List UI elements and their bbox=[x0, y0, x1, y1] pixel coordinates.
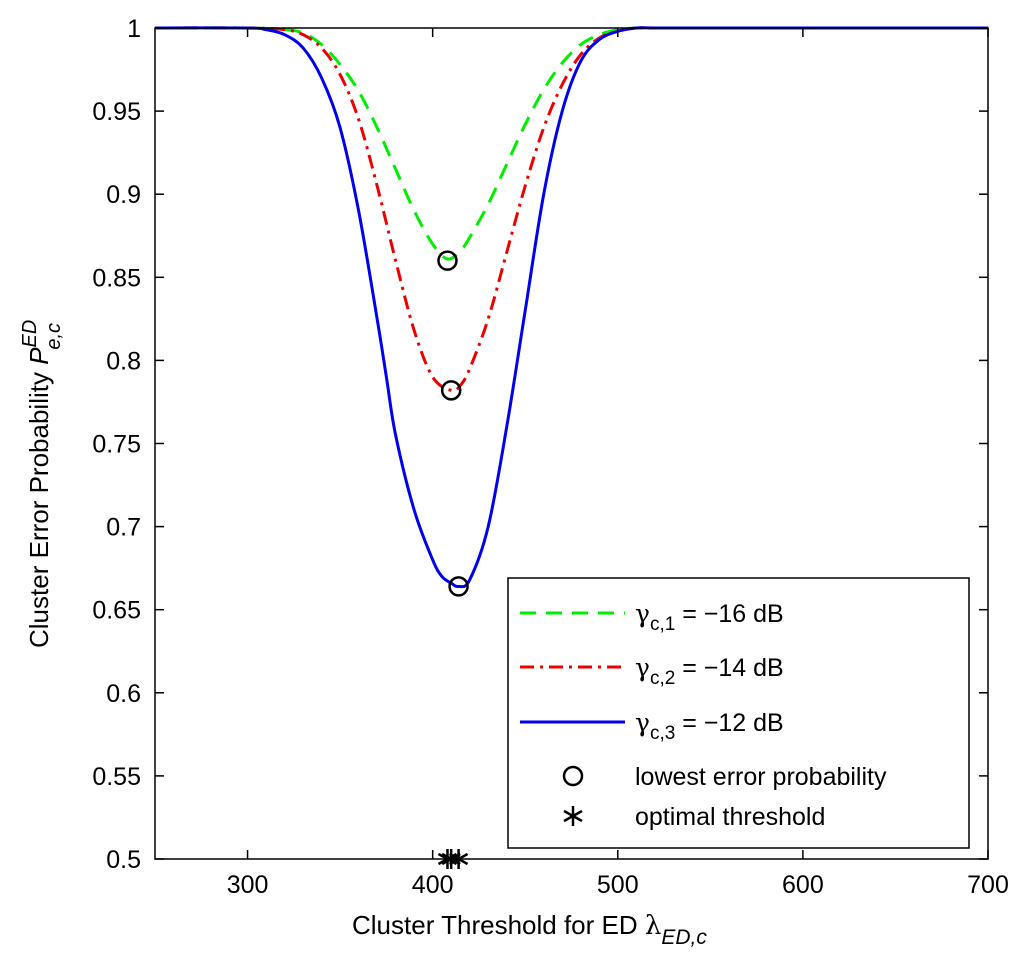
markers bbox=[437, 250, 469, 869]
legend-symbol: γ bbox=[635, 599, 650, 628]
x-tick-label: 600 bbox=[782, 871, 824, 899]
legend-subscript: c,3 bbox=[650, 723, 675, 744]
legend-entry-optimal-threshold: optimal threshold bbox=[635, 803, 825, 831]
legend-subscript: c,1 bbox=[650, 614, 675, 635]
x-tick-label: 700 bbox=[967, 871, 1009, 899]
legend-entry-series-3: γc,3 = −12 dB bbox=[635, 708, 784, 744]
legend-rest: = −12 dB bbox=[675, 709, 783, 737]
y-axis-label-main: Cluster Error Probability bbox=[24, 365, 54, 648]
y-tick-label: 0.6 bbox=[106, 680, 141, 708]
y-tick-label: 0.75 bbox=[92, 431, 141, 459]
series-line-3 bbox=[154, 26, 988, 589]
legend-rest: = −16 dB bbox=[675, 600, 783, 628]
y-tick-label: 0.55 bbox=[92, 763, 141, 791]
lowest-error-marker-3 bbox=[448, 576, 469, 597]
legend-asterisk-marker-icon bbox=[563, 806, 583, 826]
y-axis-label-symbol: P bbox=[24, 347, 54, 365]
y-tick-label: 0.8 bbox=[106, 347, 141, 375]
x-tick-label: 500 bbox=[597, 871, 639, 899]
y-tick-label: 0.9 bbox=[106, 181, 141, 209]
x-axis-label: Cluster Threshold for ED λED,c bbox=[352, 910, 707, 949]
y-axis-label: Cluster Error Probability PED e,c bbox=[19, 320, 65, 648]
legend-symbol: γ bbox=[635, 708, 650, 737]
y-tick-label: 1 bbox=[127, 15, 141, 43]
y-tick-label: 0.7 bbox=[106, 514, 141, 542]
x-axis-label-symbol: λ bbox=[645, 911, 661, 941]
lowest-error-marker-2 bbox=[440, 380, 462, 401]
legend-entry-lowest-error: lowest error probability bbox=[635, 763, 887, 791]
x-axis: 300 400 500 600 700 bbox=[227, 28, 1009, 899]
y-axis-label-subscript: e,c bbox=[43, 323, 65, 350]
y-tick-label: 0.5 bbox=[106, 846, 141, 874]
lowest-error-marker-1 bbox=[437, 250, 458, 271]
legend-entry-series-1: γc,1 = −16 dB bbox=[635, 599, 784, 635]
y-tick-label: 0.65 bbox=[92, 597, 141, 625]
x-axis-label-main: Cluster Threshold for ED bbox=[352, 910, 645, 940]
legend: γc,1 = −16 dB γc,2 = −14 dB γc,3 = −12 d… bbox=[507, 577, 970, 849]
curves bbox=[154, 26, 988, 589]
legend-subscript: c,2 bbox=[650, 668, 675, 689]
legend-entry-series-2: γc,2 = −14 dB bbox=[635, 653, 784, 689]
x-tick-label: 400 bbox=[412, 871, 454, 899]
x-axis-label-subscript: ED,c bbox=[661, 926, 707, 949]
legend-circle-marker-icon bbox=[562, 765, 584, 787]
series-line-1 bbox=[154, 26, 988, 261]
legend-symbol: γ bbox=[635, 653, 650, 682]
x-tick-label: 300 bbox=[227, 871, 269, 899]
y-axis-label-superscript: ED bbox=[19, 320, 41, 348]
y-axis: 0.5 0.55 0.6 0.65 0.7 0.75 0.8 0.85 0.9 0.95 1 bbox=[92, 15, 988, 874]
legend-box bbox=[507, 577, 970, 849]
y-tick-label: 0.95 bbox=[92, 98, 141, 126]
y-tick-label: 0.85 bbox=[92, 264, 141, 292]
legend-rest: = −14 dB bbox=[675, 654, 783, 682]
